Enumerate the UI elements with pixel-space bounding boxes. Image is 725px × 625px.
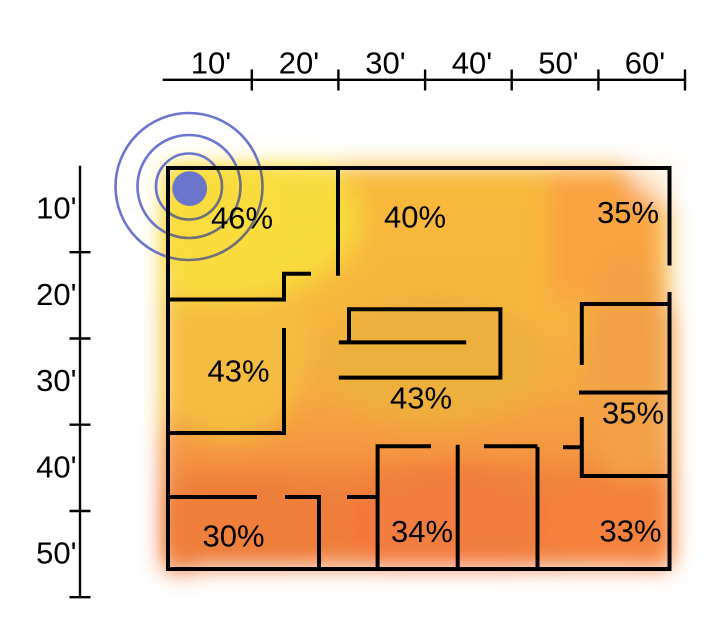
svg-text:40': 40' <box>452 45 492 80</box>
svg-text:40%: 40% <box>384 200 446 235</box>
svg-text:43%: 43% <box>390 381 452 416</box>
svg-text:10': 10' <box>36 191 76 226</box>
svg-text:50': 50' <box>538 45 578 80</box>
svg-text:35%: 35% <box>602 396 664 431</box>
svg-text:30': 30' <box>365 45 405 80</box>
svg-text:30': 30' <box>36 363 76 398</box>
svg-text:50': 50' <box>36 536 76 571</box>
svg-text:20': 20' <box>279 45 319 80</box>
svg-text:43%: 43% <box>207 354 269 389</box>
svg-text:34%: 34% <box>391 514 453 549</box>
svg-text:33%: 33% <box>599 513 661 548</box>
svg-text:60': 60' <box>625 45 665 80</box>
svg-text:10': 10' <box>191 45 231 80</box>
svg-text:30%: 30% <box>202 518 264 553</box>
svg-text:20': 20' <box>36 277 76 312</box>
svg-text:35%: 35% <box>597 195 659 230</box>
svg-text:46%: 46% <box>211 201 273 236</box>
svg-text:40': 40' <box>36 450 76 485</box>
